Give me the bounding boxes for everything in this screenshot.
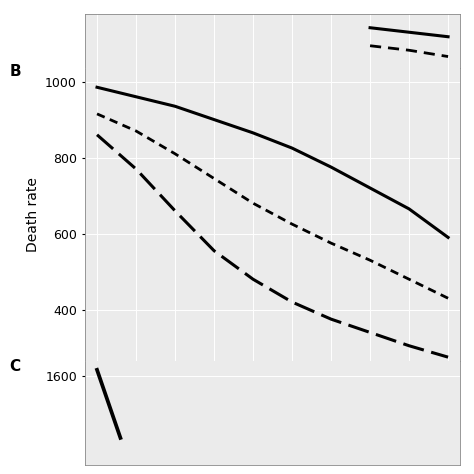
Text: C: C <box>9 358 20 374</box>
Text: B: B <box>9 64 21 79</box>
Y-axis label: Death rate: Death rate <box>26 177 39 252</box>
